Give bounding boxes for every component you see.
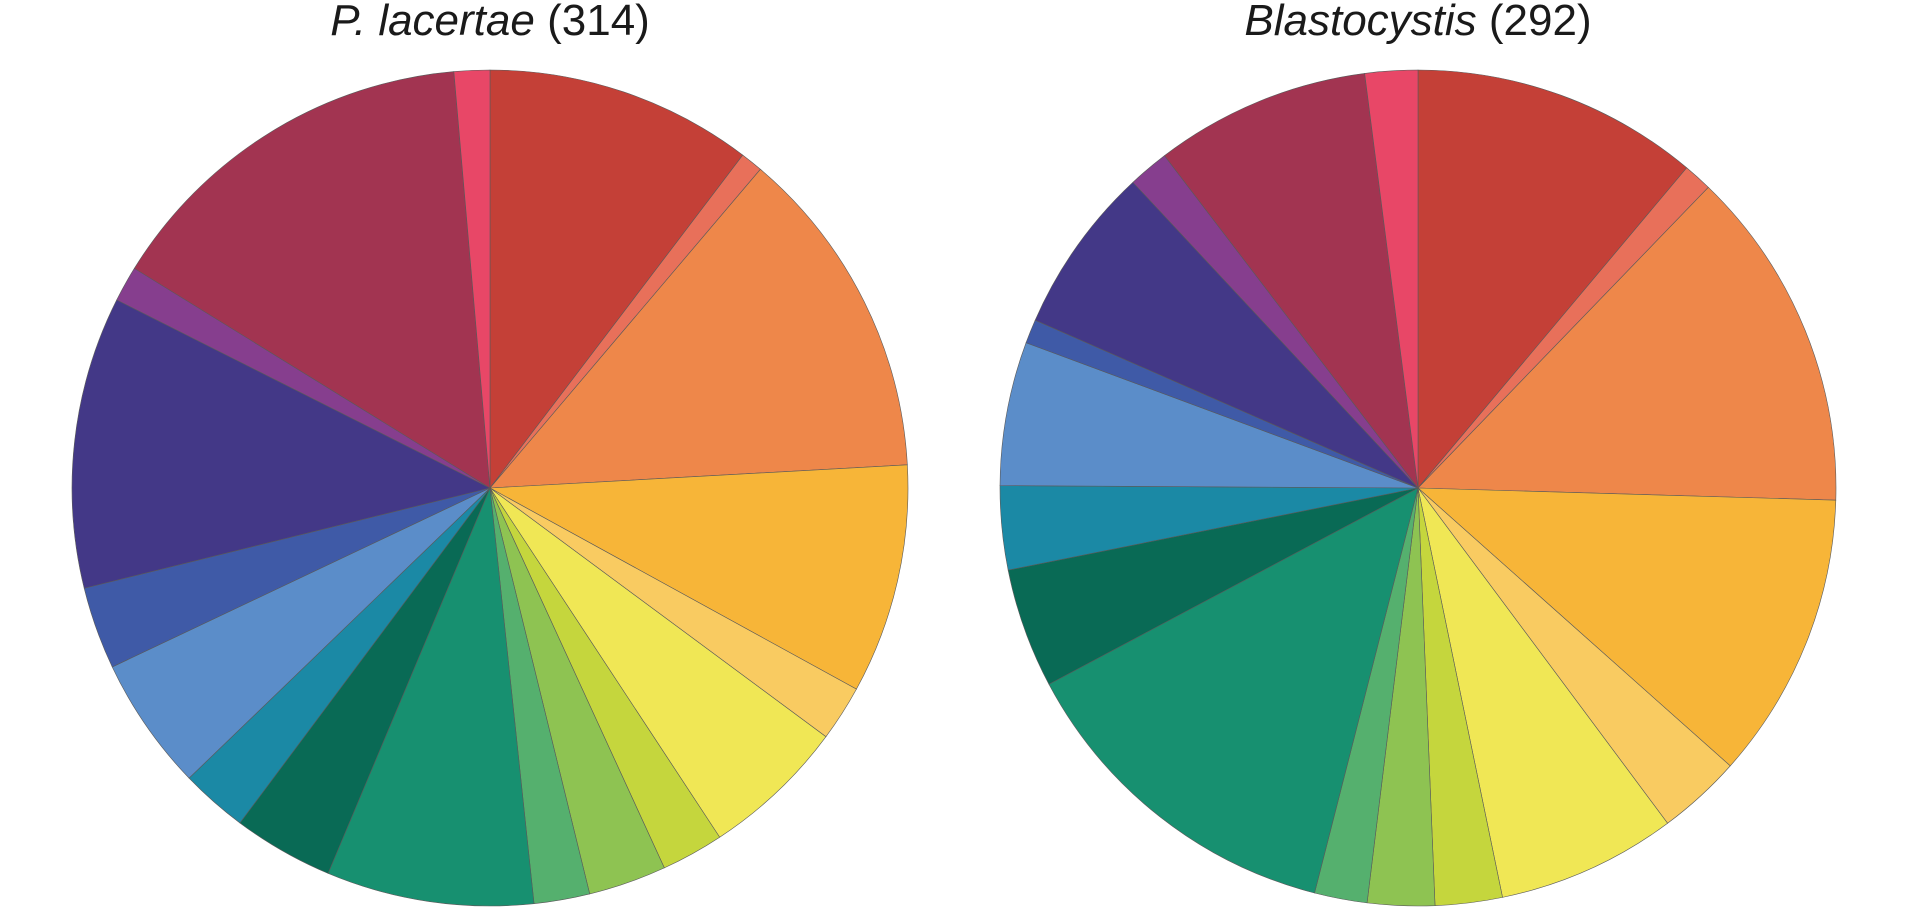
pie-slice-3 (1417, 186, 1837, 501)
pie-slice-17 (133, 71, 491, 489)
sample-count: (314) (547, 0, 650, 45)
pie-svg-left (71, 69, 909, 907)
pie-svg-right (999, 69, 1837, 907)
sample-count: (292) (1488, 0, 1592, 45)
species-name: Blastocystis (1244, 0, 1477, 45)
pie-slice-15 (1034, 181, 1419, 489)
pie-slice-6 (1417, 487, 1669, 898)
pie-slice-17 (1164, 73, 1419, 490)
pie-slice-13 (999, 342, 1419, 489)
pie-slice-1 (1417, 69, 1688, 489)
pie-slice-10 (327, 487, 535, 907)
pie-slice-18 (453, 69, 491, 489)
chart-title-left: P. lacertae (314) (40, 0, 940, 46)
pie-slice-18 (1364, 69, 1419, 489)
pie-slice-15 (71, 299, 491, 589)
species-name: P. lacertae (330, 0, 535, 45)
pie-slice-3 (489, 168, 908, 489)
chart-title-right: Blastocystis (292) (968, 0, 1868, 46)
pie-chart-right: Blastocystis (292) (968, 0, 1868, 911)
pie-slice-10 (1048, 487, 1419, 894)
pie-slice-4 (1417, 487, 1837, 767)
pie-chart-left: P. lacertae (314) (40, 0, 940, 911)
pie-slice-1 (489, 69, 744, 489)
pie-slice-4 (488, 464, 909, 690)
pie-slice-6 (489, 487, 827, 838)
